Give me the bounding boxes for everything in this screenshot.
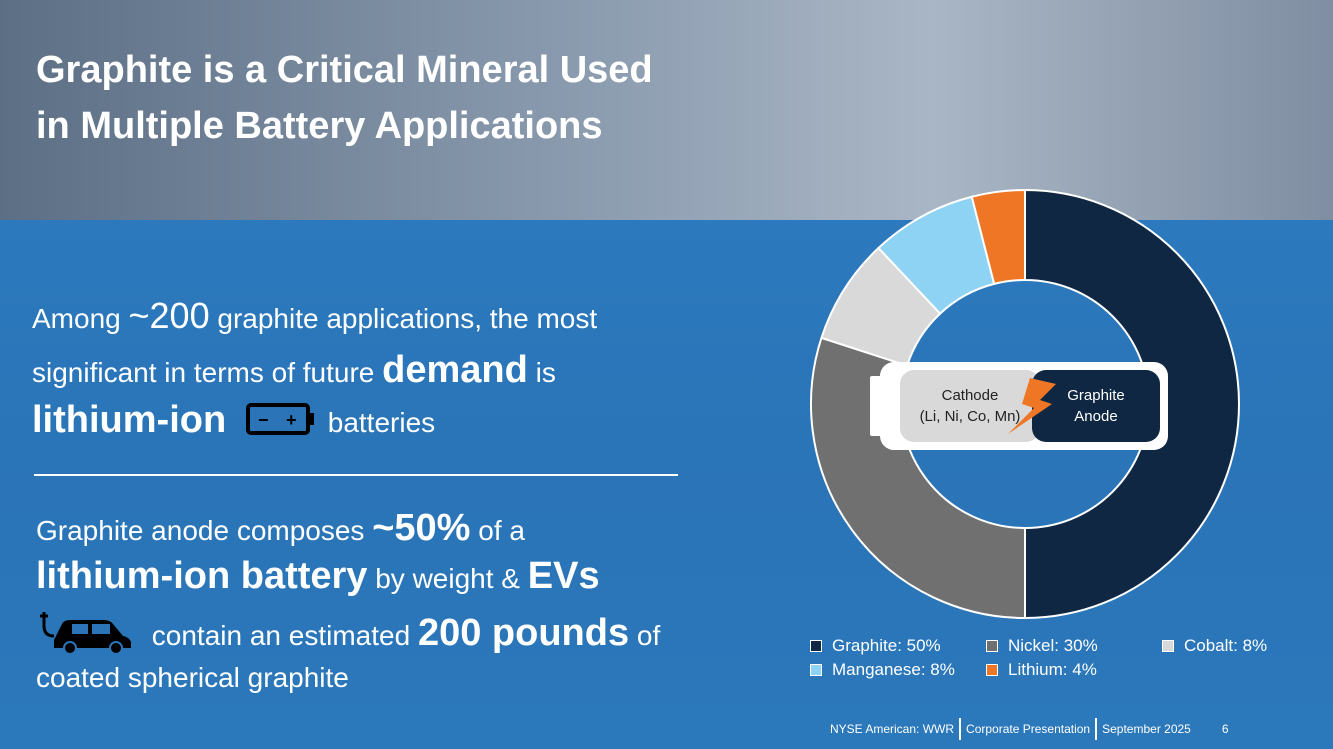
para2-line2: lithium-ion battery by weight & EVs: [36, 555, 600, 597]
footer: NYSE American: WWR Corporate Presentatio…: [830, 718, 1229, 740]
legend-label: Manganese: 8%: [832, 660, 955, 679]
svg-text:−: −: [258, 410, 269, 430]
donut-slice-lithium: [970, 188, 1026, 286]
lightning-icon: [1008, 378, 1056, 434]
para2-line3: contain an estimated 200 pounds of: [36, 610, 660, 665]
battery-terminal: [870, 376, 884, 436]
ev-car-icon: [36, 610, 136, 665]
donut-slice-nickel: [810, 336, 1026, 620]
legend-label: Lithium: 4%: [1008, 660, 1097, 679]
legend-swatch: [810, 664, 822, 676]
anode-cell: Graphite Anode: [1032, 370, 1160, 442]
legend-swatch: [986, 640, 998, 652]
legend-label: Graphite: 50%: [832, 636, 941, 655]
footer-ticker: NYSE American: WWR: [830, 722, 955, 736]
legend-swatch: [986, 664, 998, 676]
divider: [34, 474, 678, 476]
page-number: 6: [1221, 722, 1229, 736]
battery-icon: − +: [245, 402, 316, 447]
footer-date: September 2025: [1102, 722, 1191, 736]
legend-item-lithium: Lithium: 4%: [986, 660, 1097, 680]
page-title: Graphite is a Critical Mineral Used in M…: [36, 49, 653, 147]
legend-label: Nickel: 30%: [1008, 636, 1098, 655]
footer-doc: Corporate Presentation: [966, 722, 1091, 736]
legend-swatch: [810, 640, 822, 652]
para1-line2: significant in terms of future demand is: [32, 349, 556, 391]
battery-diagram: Cathode (Li, Ni, Co, Mn) Graphite Anode: [870, 362, 1168, 450]
para1-line1: Among ~200 graphite applications, the mo…: [32, 295, 598, 336]
donut-slice-graphite: [1024, 188, 1240, 620]
para1-line3: lithium-ion − + batteries: [32, 400, 435, 447]
legend-item-graphite: Graphite: 50%: [810, 636, 941, 656]
cathode-cell: Cathode (Li, Ni, Co, Mn): [900, 370, 1040, 442]
donut-chart: [810, 188, 1240, 620]
header-photo-band: [0, 0, 1333, 220]
legend-item-cobalt: Cobalt: 8%: [1162, 636, 1267, 656]
para2-line4: coated spherical graphite: [36, 662, 349, 693]
para2-line1: Graphite anode composes ~50% of a: [36, 507, 525, 549]
legend-swatch: [1162, 640, 1174, 652]
svg-text:+: +: [286, 410, 297, 430]
legend-item-nickel: Nickel: 30%: [986, 636, 1098, 656]
legend-item-manganese: Manganese: 8%: [810, 660, 955, 680]
legend-label: Cobalt: 8%: [1184, 636, 1268, 655]
